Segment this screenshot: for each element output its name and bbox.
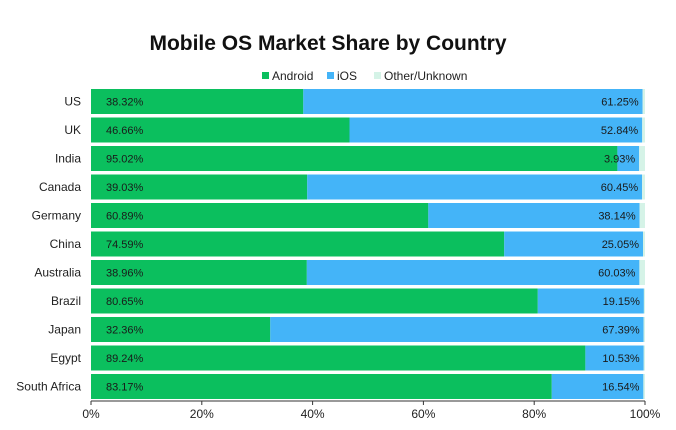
data-label-android-germany: 60.89% xyxy=(106,211,144,223)
bar-android-india xyxy=(91,146,618,171)
data-label-ios-china: 25.05% xyxy=(602,239,640,251)
x-tick-label-40: 40% xyxy=(301,407,325,421)
bar-other-unknown-south-africa xyxy=(643,374,645,399)
data-label-android-australia: 38.96% xyxy=(106,268,144,280)
bar-ios-us xyxy=(303,89,643,114)
bar-ios-china xyxy=(504,231,644,257)
category-label-brazil: Brazil xyxy=(51,294,81,308)
data-label-ios-australia: 60.03% xyxy=(598,268,636,280)
data-label-android-india: 95.02% xyxy=(106,154,144,166)
bar-other-unknown-china xyxy=(643,231,645,257)
x-axis: 0% 20% 40% 60% 80% 100% xyxy=(82,400,661,421)
category-label-australia: Australia xyxy=(34,266,81,280)
category-label-india: India xyxy=(55,152,81,166)
legend-swatch-ios xyxy=(327,72,334,79)
bar-ios-egypt xyxy=(585,345,644,371)
category-label-germany: Germany xyxy=(32,209,81,223)
bar-android-egypt xyxy=(91,345,586,371)
data-label-ios-germany: 38.14% xyxy=(598,211,636,223)
data-label-android-japan: 32.36% xyxy=(106,325,144,337)
bar-android-china xyxy=(91,231,505,257)
category-label-japan: Japan xyxy=(48,323,81,337)
bar-android-south-africa xyxy=(91,374,552,399)
data-label-ios-india: 3.93% xyxy=(604,154,635,166)
legend-swatch-android xyxy=(262,72,269,79)
bar-ios-germany xyxy=(428,203,640,228)
data-label-android-south-africa: 83.17% xyxy=(106,382,144,394)
data-label-android-brazil: 80.65% xyxy=(106,296,144,308)
data-label-android-china: 74.59% xyxy=(106,239,144,251)
data-label-android-us: 38.32% xyxy=(106,97,144,109)
bar-other-unknown-germany xyxy=(639,203,645,228)
bars-group xyxy=(91,89,645,399)
bar-android-germany xyxy=(91,203,429,228)
bar-ios-australia xyxy=(306,260,640,285)
data-label-ios-us: 61.25% xyxy=(601,97,639,109)
x-tick-label-20: 20% xyxy=(190,407,214,421)
bar-other-unknown-uk xyxy=(642,117,645,143)
bar-ios-japan xyxy=(270,317,644,342)
legend-label-other-unknown: Other/Unknown xyxy=(384,69,467,83)
bar-android-brazil xyxy=(91,288,538,314)
data-label-ios-japan: 67.39% xyxy=(602,325,640,337)
bar-other-unknown-brazil xyxy=(643,288,645,314)
category-label-uk: UK xyxy=(64,123,81,137)
bar-ios-india xyxy=(617,146,640,171)
bar-android-us xyxy=(91,89,304,114)
bar-ios-uk xyxy=(349,117,643,143)
category-label-egypt: Egypt xyxy=(50,351,81,365)
category-label-south-africa: South Africa xyxy=(16,380,81,394)
data-label-ios-south-africa: 16.54% xyxy=(602,382,640,394)
bar-android-japan xyxy=(91,317,271,342)
bar-other-unknown-us xyxy=(642,89,645,114)
data-labels: 38.32% 61.25% 46.66% 52.84% 95.02% 3.93% 39.03… xyxy=(106,97,640,394)
data-label-ios-egypt: 10.53% xyxy=(602,353,640,365)
category-label-us: US xyxy=(64,95,81,109)
chart-title: Mobile OS Market Share by Country xyxy=(149,32,506,55)
bar-other-unknown-egypt xyxy=(643,345,645,371)
x-tick-label-80: 80% xyxy=(522,407,546,421)
category-label-china: China xyxy=(50,237,82,251)
legend-swatch-other-unknown xyxy=(374,72,381,79)
data-label-android-egypt: 89.24% xyxy=(106,353,144,365)
data-label-android-canada: 39.03% xyxy=(106,182,144,194)
data-label-ios-brazil: 19.15% xyxy=(603,296,641,308)
bar-other-unknown-india xyxy=(639,146,645,171)
category-labels: US UK India Canada Germany China Australia Braz… xyxy=(16,95,81,394)
bar-other-unknown-australia xyxy=(639,260,645,285)
legend-label-android: Android xyxy=(272,69,313,83)
bar-ios-canada xyxy=(307,174,643,200)
bar-other-unknown-japan xyxy=(643,317,645,342)
bar-ios-brazil xyxy=(537,288,644,314)
bar-android-uk xyxy=(91,117,350,143)
legend-label-ios: iOS xyxy=(337,69,357,83)
data-label-ios-canada: 60.45% xyxy=(601,182,639,194)
x-tick-label-60: 60% xyxy=(411,407,435,421)
bar-other-unknown-canada xyxy=(642,174,645,200)
bar-android-australia xyxy=(91,260,307,285)
category-label-canada: Canada xyxy=(39,180,81,194)
data-label-android-uk: 46.66% xyxy=(106,125,144,137)
x-tick-label-0: 0% xyxy=(82,407,100,421)
bar-android-canada xyxy=(91,174,308,200)
data-label-ios-uk: 52.84% xyxy=(601,125,639,137)
x-tick-label-100: 100% xyxy=(630,407,661,421)
legend: Android iOS Other/Unknown xyxy=(262,69,467,83)
bar-ios-south-africa xyxy=(551,374,644,399)
